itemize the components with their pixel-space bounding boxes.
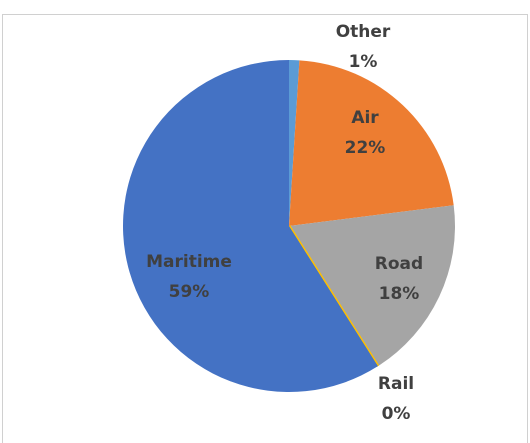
slice-value-label: 1%	[349, 52, 378, 72]
pie-slice	[287, 225, 380, 367]
slice-label: Maritime	[146, 252, 232, 272]
slice-label: Air	[351, 108, 379, 128]
slice-label: Other	[336, 22, 391, 42]
pie-slice	[122, 59, 378, 392]
slice-label: Road	[375, 254, 423, 274]
pie-slice	[289, 60, 454, 227]
pie-slice	[289, 205, 455, 367]
slice-label: Rail	[378, 374, 414, 394]
slice-value-label: 18%	[379, 284, 420, 304]
slice-value-label: 22%	[345, 138, 386, 158]
slice-value-label: 0%	[382, 404, 411, 424]
slice-value-label: 59%	[169, 282, 210, 302]
pie-slice	[289, 60, 300, 226]
